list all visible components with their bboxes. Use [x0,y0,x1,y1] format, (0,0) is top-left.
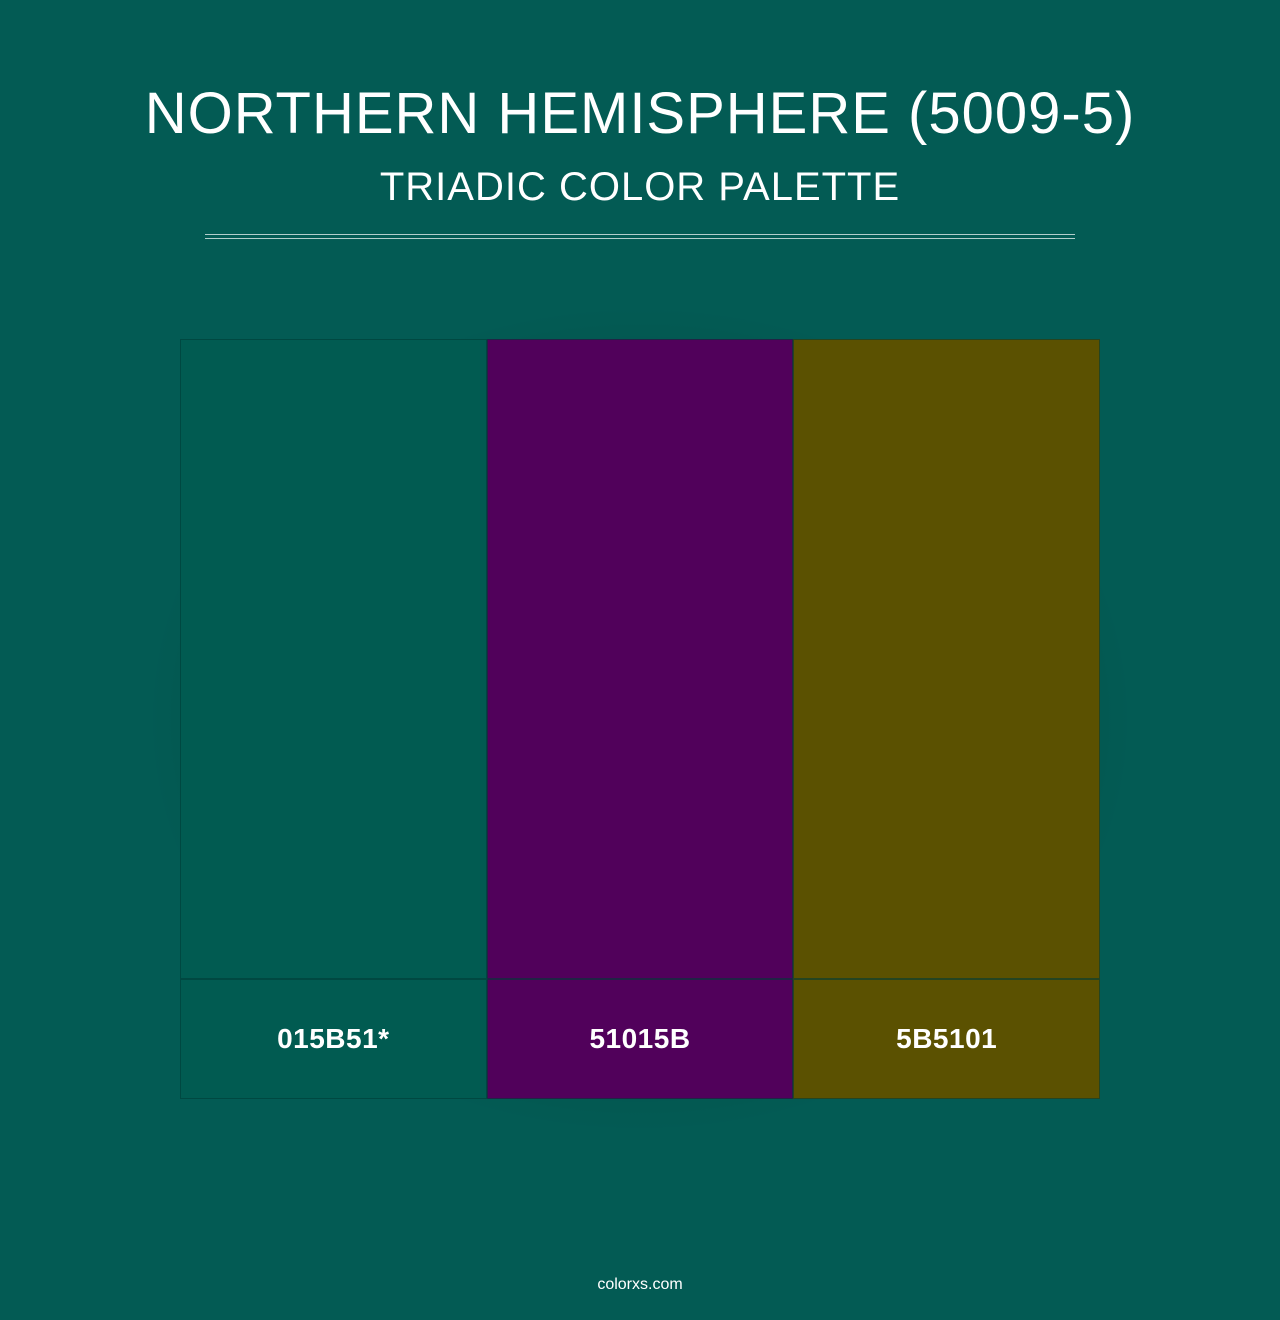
swatch-row: 015B51* 51015B 5B5101 [180,339,1100,1099]
swatch-col: 51015B [487,339,794,1099]
page-title: NORTHERN HEMISPHERE (5009-5) [0,80,1280,147]
swatch-label-text: 015B51* [277,1023,389,1055]
swatch-label-text: 5B5101 [896,1023,997,1055]
palette-card: NORTHERN HEMISPHERE (5009-5) TRIADIC COL… [0,0,1280,1320]
swatch-label: 5B5101 [793,979,1100,1099]
swatch [793,339,1100,979]
swatch-label: 51015B [487,979,794,1099]
swatch-label-text: 51015B [589,1023,690,1055]
swatch [180,339,487,979]
swatch-col: 015B51* [180,339,487,1099]
divider [205,234,1075,239]
swatch-label: 015B51* [180,979,487,1099]
palette: 015B51* 51015B 5B5101 [180,339,1100,1099]
page-subtitle: TRIADIC COLOR PALETTE [0,165,1280,210]
swatch [487,339,794,979]
swatch-col: 5B5101 [793,339,1100,1099]
footer-credit: colorxs.com [0,1276,1280,1294]
